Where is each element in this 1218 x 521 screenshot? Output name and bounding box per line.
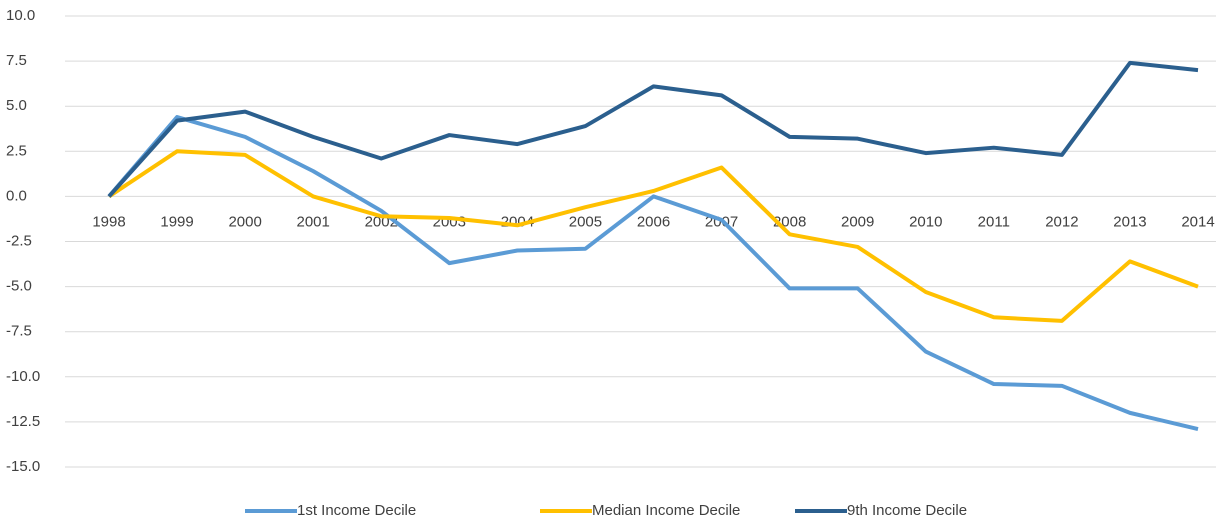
y-tick-label: 7.5 [6, 52, 27, 69]
x-tick-label: 2014 [1181, 213, 1214, 230]
x-tick-label: 2001 [297, 213, 330, 230]
y-tick-label: -12.5 [6, 413, 40, 430]
x-tick-label: 2012 [1045, 213, 1078, 230]
y-tick-label: 2.5 [6, 142, 27, 159]
legend-label: Median Income Decile [592, 502, 740, 519]
x-tick-label: 1998 [92, 213, 125, 230]
series-line [107, 60, 1199, 198]
y-tick-label: -15.0 [6, 458, 40, 475]
series-line [107, 115, 1199, 432]
y-tick-label: -7.5 [6, 323, 32, 340]
legend-label: 9th Income Decile [847, 502, 967, 519]
y-tick-label: 5.0 [6, 97, 27, 114]
y-tick-label: -5.0 [6, 278, 32, 295]
y-tick-label: -10.0 [6, 368, 40, 385]
x-tick-label: 1999 [160, 213, 193, 230]
x-tick-label: 2013 [1113, 213, 1146, 230]
legend-label: 1st Income Decile [297, 502, 416, 519]
series-line [107, 149, 1199, 323]
y-tick-label: 0.0 [6, 187, 27, 204]
x-tick-label: 2000 [228, 213, 261, 230]
y-tick-label: -2.5 [6, 232, 32, 249]
x-tick-label: 2005 [569, 213, 602, 230]
x-tick-label: 2009 [841, 213, 874, 230]
x-tick-label: 2006 [637, 213, 670, 230]
x-tick-label: 2010 [909, 213, 942, 230]
y-tick-label: 10.0 [6, 7, 35, 24]
x-tick-label: 2011 [978, 213, 1010, 230]
